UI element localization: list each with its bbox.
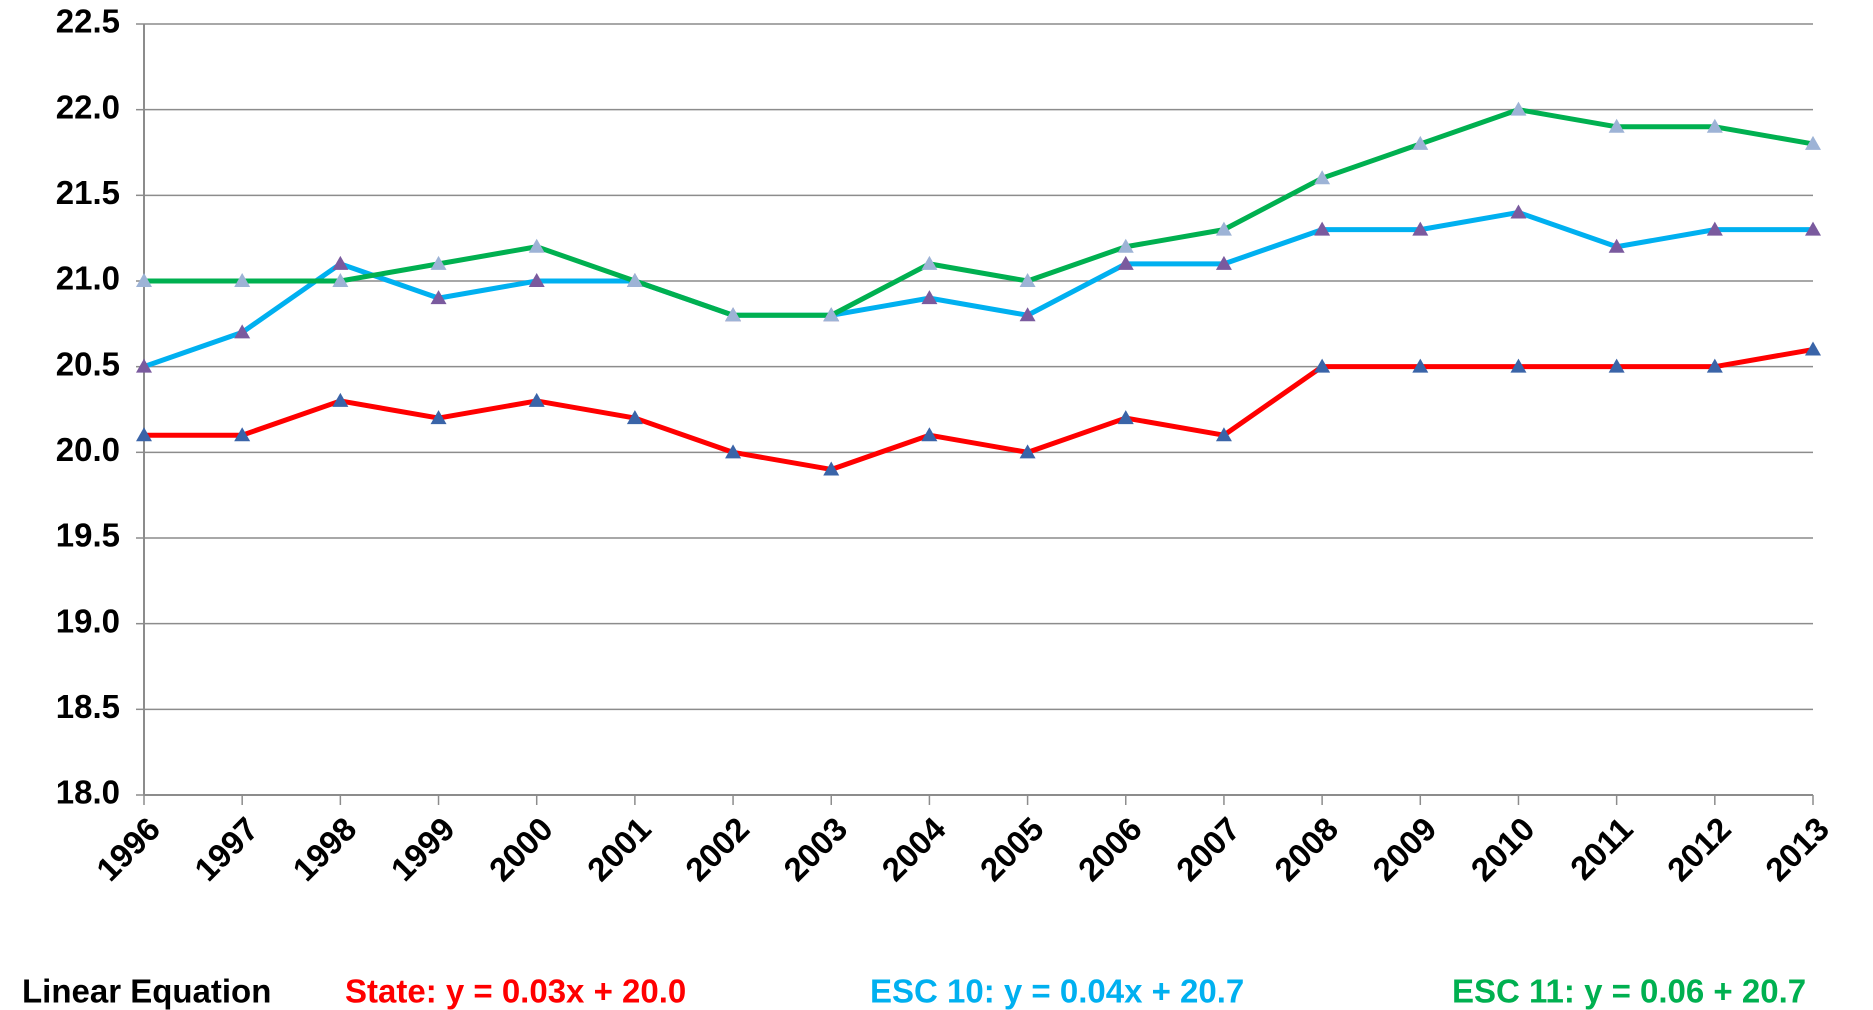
marker <box>528 273 545 287</box>
annotation: ESC 11: y = 0.06 + 20.7 <box>1452 973 1806 1010</box>
marker <box>1019 273 1036 287</box>
marker <box>1314 170 1331 185</box>
marker <box>823 307 840 322</box>
marker <box>528 392 545 407</box>
marker <box>1805 341 1821 356</box>
marker <box>332 392 349 407</box>
x-tick-label: 1996 <box>89 810 167 888</box>
marker <box>1019 307 1036 322</box>
x-tick-label: 2010 <box>1464 810 1542 888</box>
marker <box>1805 221 1821 236</box>
marker <box>1412 221 1429 236</box>
marker <box>921 255 938 270</box>
marker <box>1117 238 1134 253</box>
marker <box>1510 101 1527 116</box>
y-tick-label: 22.5 <box>56 3 120 40</box>
marker <box>1215 427 1232 442</box>
marker <box>430 410 447 425</box>
marker <box>528 238 545 253</box>
marker <box>1608 118 1625 133</box>
series-line <box>144 347 1814 472</box>
marker <box>1412 135 1429 150</box>
marker <box>1608 238 1625 253</box>
y-tick-label: 18.5 <box>56 688 120 725</box>
marker <box>430 290 447 305</box>
x-tick-label: 2003 <box>776 810 854 888</box>
y-tick-label: 20.0 <box>56 431 120 468</box>
marker <box>136 273 152 287</box>
marker <box>332 255 349 270</box>
marker <box>626 410 643 425</box>
marker <box>1019 444 1036 459</box>
y-tick-label: 21.5 <box>56 174 120 211</box>
marker <box>1608 358 1625 373</box>
marker <box>1510 204 1527 219</box>
x-tick-label: 2002 <box>678 810 756 888</box>
marker <box>136 358 152 373</box>
series-line <box>143 209 1813 370</box>
marker <box>1117 410 1134 425</box>
marker <box>1215 255 1232 270</box>
x-tick-label: 1997 <box>187 810 265 888</box>
x-tick-label: 2004 <box>874 810 953 889</box>
x-tick-label: 2006 <box>1071 810 1149 888</box>
x-tick-label: 1998 <box>285 810 363 888</box>
x-tick-label: 2005 <box>973 810 1051 888</box>
marker <box>725 307 742 322</box>
marker <box>1314 221 1331 236</box>
marker <box>430 255 447 270</box>
x-tick-label: 2011 <box>1563 810 1640 887</box>
x-tick-label: 1999 <box>384 810 462 888</box>
marker <box>921 427 938 442</box>
marker <box>136 427 152 442</box>
marker <box>1215 221 1232 236</box>
series-line <box>144 107 1814 318</box>
x-tick-label: 2008 <box>1267 810 1345 888</box>
x-tick-label: 2007 <box>1169 810 1247 888</box>
marker <box>1706 358 1723 373</box>
marker <box>823 461 840 476</box>
marker <box>626 273 643 287</box>
y-tick-label: 19.5 <box>56 517 120 554</box>
y-tick-label: 18.0 <box>56 774 120 811</box>
marker <box>234 324 251 339</box>
y-tick-label: 19.0 <box>56 602 120 639</box>
y-tick-label: 21.0 <box>56 260 120 297</box>
marker <box>1706 118 1723 133</box>
marker <box>1510 358 1527 373</box>
y-tick-label: 20.5 <box>56 345 120 382</box>
x-tick-label: 2001 <box>580 810 658 888</box>
marker <box>234 427 251 442</box>
x-tick-label: 2012 <box>1660 810 1738 888</box>
x-tick-label: 2009 <box>1365 810 1443 888</box>
marker <box>1706 221 1723 236</box>
x-tick-label: 2000 <box>482 810 560 888</box>
annotation: ESC 10: y = 0.04x + 20.7 <box>870 973 1244 1010</box>
marker <box>1117 255 1134 270</box>
marker <box>725 444 742 459</box>
annotation: Linear Equation <box>22 973 271 1010</box>
marker <box>332 273 349 287</box>
marker <box>234 273 251 287</box>
marker <box>1314 358 1331 373</box>
marker <box>1412 358 1429 373</box>
y-tick-label: 22.0 <box>56 88 120 125</box>
x-tick-label: 2013 <box>1758 810 1836 888</box>
marker <box>1805 135 1821 150</box>
marker <box>921 290 938 305</box>
annotation: State: y = 0.03x + 20.0 <box>345 973 686 1010</box>
